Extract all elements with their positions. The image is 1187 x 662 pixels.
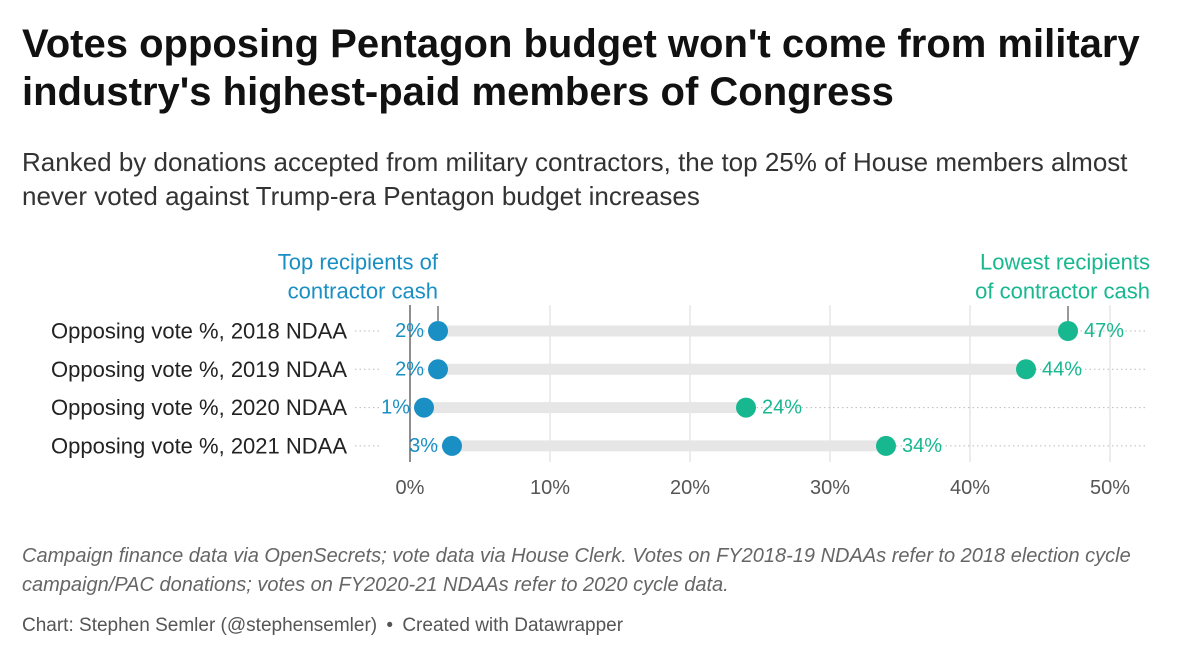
x-tick-label: 0% xyxy=(396,477,425,499)
value-label-lowest-recipients: 24% xyxy=(762,397,802,419)
byline-author: Chart: Stephen Semler (@stephensemler) xyxy=(22,615,378,636)
x-tick-label: 50% xyxy=(1090,477,1130,499)
row-label: Opposing vote %, 2020 NDAA xyxy=(51,395,347,420)
value-label-top-recipients: 2% xyxy=(395,320,424,342)
dot-top-recipients xyxy=(414,397,434,418)
row-label: Opposing vote %, 2019 NDAA xyxy=(51,357,347,382)
dot-lowest-recipients xyxy=(1058,321,1078,341)
chart-title: Votes opposing Pentagon budget won't com… xyxy=(22,22,1140,114)
value-label-top-recipients: 3% xyxy=(409,435,438,457)
dot-top-recipients xyxy=(442,435,462,456)
dot-top-recipients xyxy=(428,359,448,380)
dot-top-recipients xyxy=(428,321,448,341)
x-tick-label: 30% xyxy=(810,477,850,499)
dot-lowest-recipients xyxy=(1016,359,1036,380)
series-label-lowest-recipients: Lowest recipients xyxy=(980,250,1150,275)
dot-lowest-recipients xyxy=(736,397,756,418)
byline: Chart: Stephen Semler (@stephensemler) •… xyxy=(22,613,623,639)
row-label: Opposing vote %, 2018 NDAA xyxy=(51,319,347,344)
chart-notes: Campaign finance data via OpenSecrets; v… xyxy=(22,545,1131,596)
dot-range-chart: 0% 10% 20% 30% 40% 50% Opposing vote %, 2018 N… xyxy=(51,250,1150,500)
series-label-top-recipients: Top recipients of xyxy=(278,250,439,275)
byline-tool: Created with Datawrapper xyxy=(402,615,624,636)
x-tick-label: 40% xyxy=(950,477,990,499)
value-label-lowest-recipients: 47% xyxy=(1084,320,1124,342)
chart-subtitle: Ranked by donations accepted from milita… xyxy=(22,147,1128,211)
value-label-top-recipients: 2% xyxy=(395,358,424,380)
byline-separator: • xyxy=(386,615,394,636)
series-label-top-recipients: contractor cash xyxy=(288,279,438,304)
value-label-lowest-recipients: 34% xyxy=(902,435,942,457)
x-tick-label: 10% xyxy=(530,477,570,499)
dot-lowest-recipients xyxy=(876,435,896,456)
row-label: Opposing vote %, 2021 NDAA xyxy=(51,433,347,458)
value-label-lowest-recipients: 44% xyxy=(1042,358,1082,380)
series-label-lowest-recipients: of contractor cash xyxy=(975,279,1150,304)
value-label-top-recipients: 1% xyxy=(381,397,410,419)
x-tick-label: 20% xyxy=(670,477,710,499)
